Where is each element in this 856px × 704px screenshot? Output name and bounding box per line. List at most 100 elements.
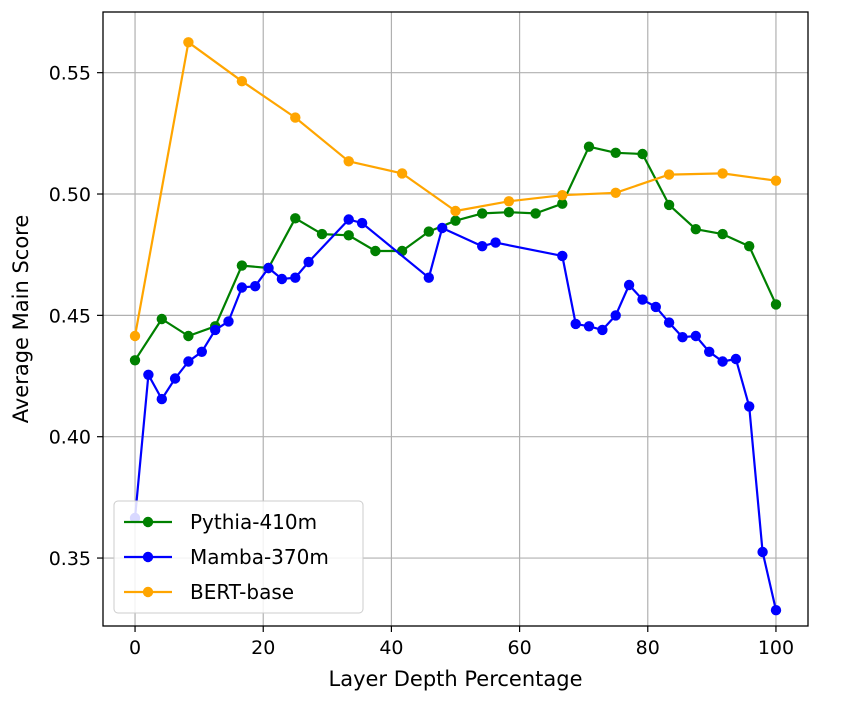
data-point-bert-base (343, 156, 354, 167)
x-tick-label: 40 (379, 637, 403, 659)
data-point-mamba-370m (770, 605, 782, 616)
data-point-bert-base (236, 76, 248, 87)
data-point-mamba-370m (210, 324, 221, 336)
data-point-mamba-370m (263, 262, 274, 274)
legend-label: Mamba-370m (190, 545, 329, 569)
data-point-pythia-410m (129, 355, 141, 366)
data-point-pythia-410m (610, 147, 621, 158)
data-point-mamba-370m (650, 301, 661, 313)
data-point-mamba-370m (196, 346, 207, 357)
data-point-mamba-370m (169, 373, 181, 384)
data-point-bert-base (290, 112, 301, 123)
data-point-mamba-370m (423, 272, 434, 283)
legend-item-pythia-410m: Pythia-410m (124, 510, 317, 534)
y-tick-label: 0.55 (49, 63, 91, 85)
data-point-mamba-370m (156, 393, 167, 405)
data-point-mamba-370m (236, 282, 248, 293)
y-tick-label: 0.40 (49, 427, 91, 449)
data-point-bert-base (183, 37, 194, 48)
data-point-mamba-370m (730, 353, 742, 365)
y-tick-label: 0.45 (49, 305, 91, 327)
data-point-pythia-410m (503, 207, 515, 218)
data-point-pythia-410m (343, 230, 354, 241)
x-tick-label: 0 (129, 637, 141, 659)
data-point-bert-base (717, 168, 728, 179)
data-point-pythia-410m (690, 224, 701, 235)
legend-item-mamba-370m: Mamba-370m (124, 545, 329, 569)
data-point-mamba-370m (303, 256, 314, 268)
series-bert-base (129, 37, 782, 342)
data-point-pythia-410m (744, 241, 755, 252)
data-point-mamba-370m (183, 356, 194, 367)
data-point-mamba-370m (757, 546, 768, 558)
data-point-mamba-370m (677, 332, 688, 343)
data-point-pythia-410m (477, 208, 488, 219)
x-tick-label: 20 (251, 637, 275, 659)
legend-frame (113, 500, 364, 614)
data-point-pythia-410m (583, 141, 595, 152)
series-pythia-410m (129, 141, 782, 366)
data-point-pythia-410m (663, 199, 675, 211)
data-point-mamba-370m (276, 273, 288, 285)
data-point-mamba-370m (356, 217, 368, 229)
data-point-mamba-370m (717, 356, 728, 367)
data-point-mamba-370m (744, 401, 755, 412)
data-point-pythia-410m (370, 245, 381, 257)
data-point-pythia-410m (530, 208, 541, 219)
data-point-bert-base (770, 175, 782, 186)
series-mamba-370m (129, 214, 782, 616)
x-tick-label: 60 (507, 637, 531, 659)
data-point-mamba-370m (623, 279, 635, 291)
data-point-pythia-410m (316, 228, 328, 240)
plot-frame (102, 11, 809, 627)
data-point-pythia-410m (236, 260, 248, 271)
legend-label: Pythia-410m (190, 510, 317, 534)
data-point-mamba-370m (637, 294, 648, 305)
series-line-pythia-410m (134, 145, 777, 361)
data-point-bert-base (610, 187, 621, 198)
data-point-mamba-370m (690, 330, 701, 342)
x-tick-label: 80 (636, 637, 660, 659)
data-point-pythia-410m (770, 299, 782, 310)
data-point-bert-base (450, 205, 461, 217)
data-point-mamba-370m (583, 321, 595, 332)
data-point-pythia-410m (557, 198, 568, 209)
data-point-mamba-370m (570, 318, 581, 330)
data-point-mamba-370m (143, 369, 154, 380)
x-tick-label: 100 (758, 637, 794, 659)
data-point-pythia-410m (290, 213, 301, 224)
legend-item-bert-base: BERT-base (124, 580, 294, 604)
data-point-pythia-410m (717, 228, 728, 240)
data-point-mamba-370m (597, 324, 608, 336)
data-point-mamba-370m (250, 281, 261, 292)
data-point-bert-base (129, 330, 141, 342)
x-axis-label: Layer Depth Percentage (329, 667, 583, 691)
data-point-bert-base (396, 168, 408, 179)
y-tick-label: 0.50 (49, 184, 91, 206)
legend-label: BERT-base (190, 580, 294, 604)
legend: Pythia-410m Mamba-370m BERT-base (113, 500, 364, 614)
data-point-mamba-370m (610, 310, 621, 321)
data-point-mamba-370m (343, 214, 354, 225)
data-point-mamba-370m (704, 346, 715, 357)
y-tick-label: 0.35 (49, 548, 91, 570)
data-point-mamba-370m (290, 272, 301, 283)
y-axis-label: Average Main Score (9, 215, 33, 424)
data-point-mamba-370m (557, 250, 568, 262)
data-point-pythia-410m (450, 215, 461, 226)
data-point-mamba-370m (663, 317, 675, 328)
data-point-pythia-410m (156, 313, 167, 325)
legend-marker (142, 551, 154, 563)
legend-marker (142, 516, 154, 528)
data-point-mamba-370m (223, 316, 234, 327)
data-point-bert-base (663, 169, 675, 180)
data-point-mamba-370m (437, 222, 448, 234)
data-point-pythia-410m (183, 330, 194, 342)
data-point-mamba-370m (477, 241, 488, 252)
legend-marker (142, 586, 154, 598)
data-point-pythia-410m (423, 226, 434, 237)
series-lines (129, 37, 782, 616)
data-point-bert-base (557, 190, 568, 201)
data-point-mamba-370m (490, 237, 501, 248)
